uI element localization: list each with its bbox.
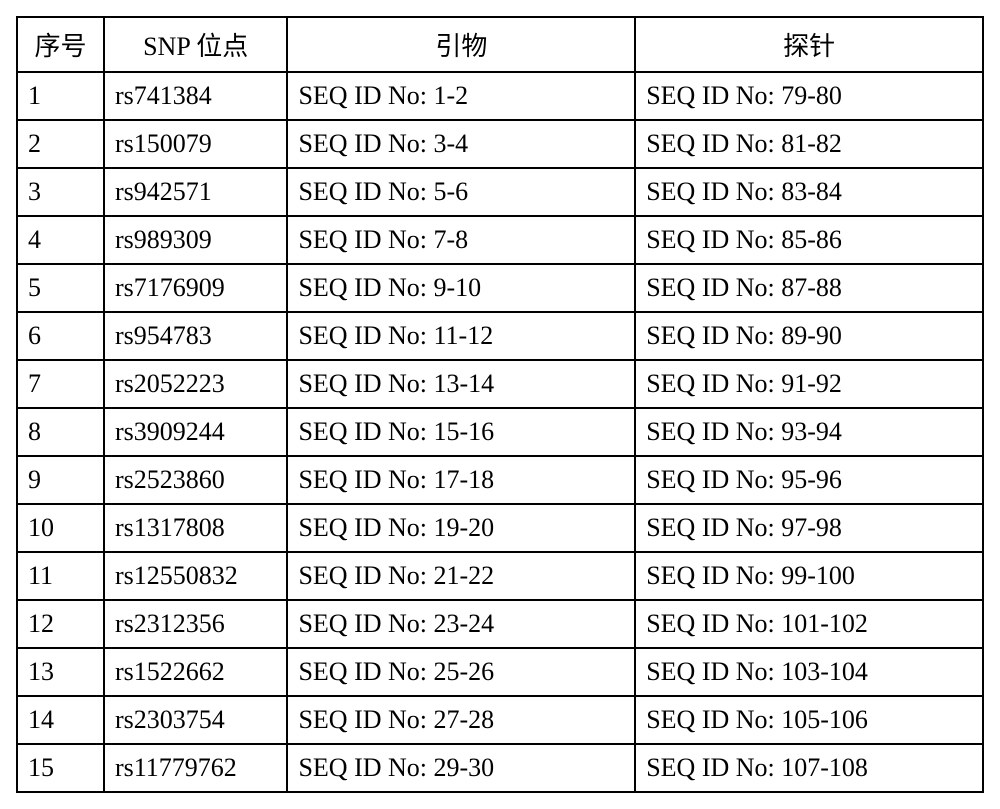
cell-probe: SEQ ID No: 107-108 (635, 744, 983, 792)
cell-snp: rs3909244 (104, 408, 288, 456)
cell-seq: 11 (17, 552, 104, 600)
cell-primer: SEQ ID No: 29-30 (287, 744, 635, 792)
cell-probe: SEQ ID No: 99-100 (635, 552, 983, 600)
cell-primer: SEQ ID No: 7-8 (287, 216, 635, 264)
cell-primer: SEQ ID No: 5-6 (287, 168, 635, 216)
table-row: 14rs2303754SEQ ID No: 27-28SEQ ID No: 10… (17, 696, 983, 744)
cell-primer: SEQ ID No: 27-28 (287, 696, 635, 744)
cell-primer: SEQ ID No: 15-16 (287, 408, 635, 456)
cell-primer: SEQ ID No: 13-14 (287, 360, 635, 408)
table-row: 9rs2523860SEQ ID No: 17-18SEQ ID No: 95-… (17, 456, 983, 504)
cell-seq: 4 (17, 216, 104, 264)
cell-snp: rs11779762 (104, 744, 288, 792)
table-row: 11rs12550832SEQ ID No: 21-22SEQ ID No: 9… (17, 552, 983, 600)
cell-snp: rs2523860 (104, 456, 288, 504)
cell-snp: rs942571 (104, 168, 288, 216)
snp-table: 序号 SNP 位点 引物 探针 1rs741384SEQ ID No: 1-2S… (16, 16, 984, 793)
table-row: 8rs3909244SEQ ID No: 15-16SEQ ID No: 93-… (17, 408, 983, 456)
cell-primer: SEQ ID No: 23-24 (287, 600, 635, 648)
header-row: 序号 SNP 位点 引物 探针 (17, 17, 983, 72)
table-row: 10rs1317808SEQ ID No: 19-20SEQ ID No: 97… (17, 504, 983, 552)
cell-primer: SEQ ID No: 21-22 (287, 552, 635, 600)
cell-probe: SEQ ID No: 97-98 (635, 504, 983, 552)
cell-probe: SEQ ID No: 79-80 (635, 72, 983, 120)
cell-seq: 5 (17, 264, 104, 312)
cell-seq: 10 (17, 504, 104, 552)
table-row: 4rs989309SEQ ID No: 7-8SEQ ID No: 85-86 (17, 216, 983, 264)
cell-seq: 6 (17, 312, 104, 360)
cell-seq: 9 (17, 456, 104, 504)
cell-probe: SEQ ID No: 83-84 (635, 168, 983, 216)
cell-probe: SEQ ID No: 89-90 (635, 312, 983, 360)
cell-seq: 7 (17, 360, 104, 408)
header-primer: 引物 (287, 17, 635, 72)
cell-primer: SEQ ID No: 3-4 (287, 120, 635, 168)
cell-snp: rs150079 (104, 120, 288, 168)
table-row: 13rs1522662SEQ ID No: 25-26SEQ ID No: 10… (17, 648, 983, 696)
header-probe: 探针 (635, 17, 983, 72)
table-row: 15rs11779762SEQ ID No: 29-30SEQ ID No: 1… (17, 744, 983, 792)
cell-probe: SEQ ID No: 103-104 (635, 648, 983, 696)
cell-seq: 12 (17, 600, 104, 648)
cell-snp: rs989309 (104, 216, 288, 264)
cell-seq: 3 (17, 168, 104, 216)
cell-primer: SEQ ID No: 1-2 (287, 72, 635, 120)
cell-snp: rs1317808 (104, 504, 288, 552)
cell-probe: SEQ ID No: 81-82 (635, 120, 983, 168)
cell-seq: 14 (17, 696, 104, 744)
cell-probe: SEQ ID No: 85-86 (635, 216, 983, 264)
cell-primer: SEQ ID No: 17-18 (287, 456, 635, 504)
cell-probe: SEQ ID No: 101-102 (635, 600, 983, 648)
cell-snp: rs1522662 (104, 648, 288, 696)
cell-snp: rs741384 (104, 72, 288, 120)
cell-primer: SEQ ID No: 11-12 (287, 312, 635, 360)
cell-snp: rs2303754 (104, 696, 288, 744)
cell-probe: SEQ ID No: 93-94 (635, 408, 983, 456)
cell-primer: SEQ ID No: 19-20 (287, 504, 635, 552)
cell-snp: rs2312356 (104, 600, 288, 648)
cell-snp: rs954783 (104, 312, 288, 360)
table-row: 1rs741384SEQ ID No: 1-2SEQ ID No: 79-80 (17, 72, 983, 120)
table-header: 序号 SNP 位点 引物 探针 (17, 17, 983, 72)
table-body: 1rs741384SEQ ID No: 1-2SEQ ID No: 79-802… (17, 72, 983, 792)
cell-snp: rs12550832 (104, 552, 288, 600)
table-row: 6rs954783SEQ ID No: 11-12SEQ ID No: 89-9… (17, 312, 983, 360)
cell-seq: 15 (17, 744, 104, 792)
cell-probe: SEQ ID No: 105-106 (635, 696, 983, 744)
cell-primer: SEQ ID No: 9-10 (287, 264, 635, 312)
cell-seq: 8 (17, 408, 104, 456)
table-row: 5rs7176909SEQ ID No: 9-10SEQ ID No: 87-8… (17, 264, 983, 312)
cell-probe: SEQ ID No: 95-96 (635, 456, 983, 504)
cell-probe: SEQ ID No: 91-92 (635, 360, 983, 408)
cell-seq: 1 (17, 72, 104, 120)
table-row: 3rs942571SEQ ID No: 5-6SEQ ID No: 83-84 (17, 168, 983, 216)
cell-probe: SEQ ID No: 87-88 (635, 264, 983, 312)
table-row: 2rs150079SEQ ID No: 3-4SEQ ID No: 81-82 (17, 120, 983, 168)
header-seq: 序号 (17, 17, 104, 72)
cell-seq: 13 (17, 648, 104, 696)
cell-snp: rs7176909 (104, 264, 288, 312)
table-row: 7rs2052223SEQ ID No: 13-14SEQ ID No: 91-… (17, 360, 983, 408)
cell-seq: 2 (17, 120, 104, 168)
cell-primer: SEQ ID No: 25-26 (287, 648, 635, 696)
table-row: 12rs2312356SEQ ID No: 23-24SEQ ID No: 10… (17, 600, 983, 648)
cell-snp: rs2052223 (104, 360, 288, 408)
header-snp: SNP 位点 (104, 17, 288, 72)
